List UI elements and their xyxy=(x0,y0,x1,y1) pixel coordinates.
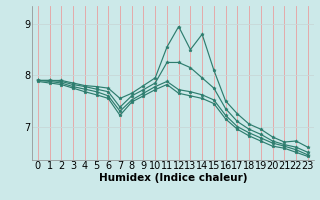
X-axis label: Humidex (Indice chaleur): Humidex (Indice chaleur) xyxy=(99,173,247,183)
